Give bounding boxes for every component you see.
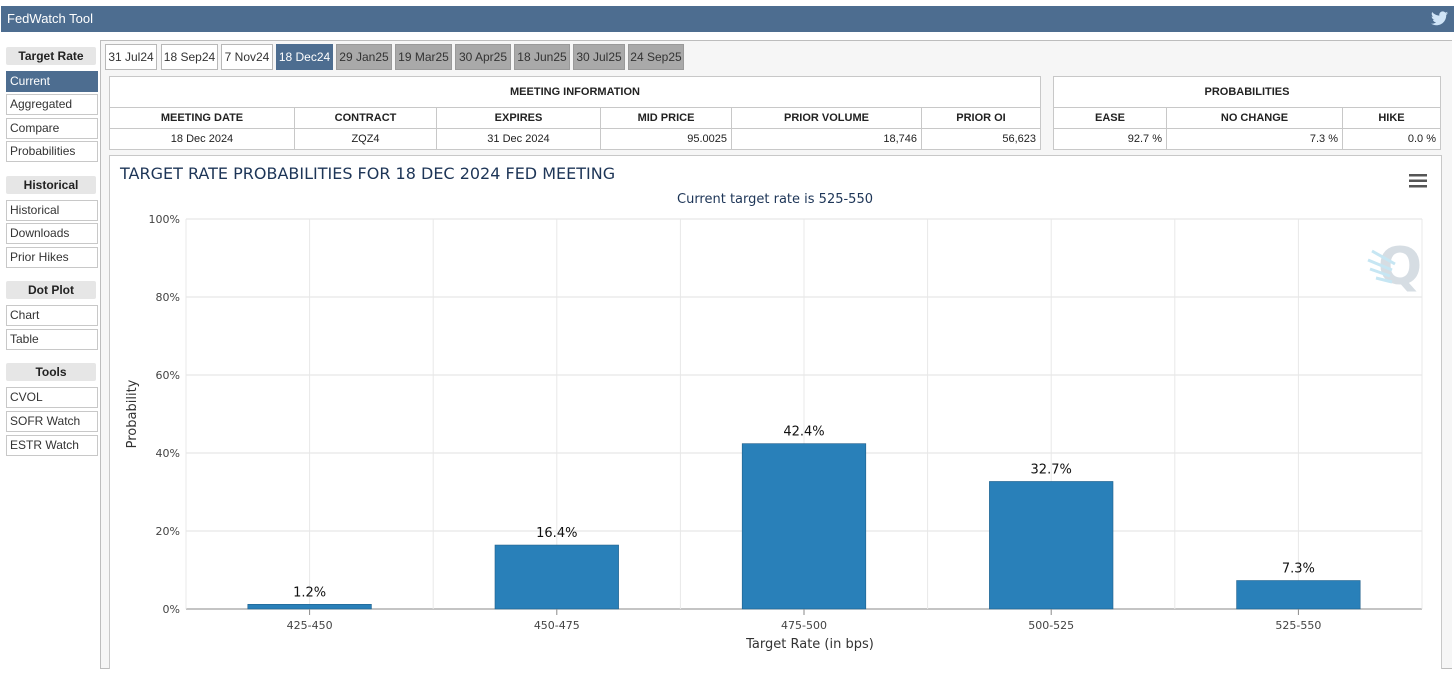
meeting-info-table: MEETING INFORMATION MEETING DATE CONTRAC…	[109, 76, 1041, 150]
q-logo-icon: Q	[1367, 237, 1422, 297]
app-header: FedWatch Tool	[1, 6, 1454, 32]
sidebar-item-downloads[interactable]: Downloads	[6, 223, 98, 244]
value-expires: 31 Dec 2024	[436, 128, 601, 150]
x-tick-label: 500-525	[1028, 619, 1074, 632]
data-label: 16.4%	[536, 526, 577, 541]
chart-container: TARGET RATE PROBABILITIES FOR 18 DEC 202…	[109, 155, 1442, 669]
tab-24-sep25[interactable]: 24 Sep25	[628, 44, 684, 70]
chart-bars: 1.2% 16.4% 42.4% 32.7% 7.3%	[247, 425, 1361, 610]
tab-18-jun25[interactable]: 18 Jun25	[514, 44, 570, 70]
hamburger-menu-icon[interactable]	[1409, 174, 1427, 188]
value-prior-volume: 18,746	[731, 128, 922, 150]
sidebar-item-aggregated[interactable]: Aggregated	[6, 94, 98, 115]
sidebar-heading-target-rate: Target Rate	[6, 47, 96, 65]
header-mid-price: MID PRICE	[600, 107, 732, 129]
value-hike: 0.0 %	[1342, 128, 1441, 150]
tab-31-jul24[interactable]: 31 Jul24	[105, 44, 157, 70]
sidebar-item-estr-watch[interactable]: ESTR Watch	[6, 435, 98, 456]
probabilities-table: PROBABILITIES EASE NO CHANGE HIKE 92.7 %…	[1053, 76, 1441, 150]
header-hike: HIKE	[1342, 107, 1441, 129]
y-tick-label: 20%	[156, 525, 180, 538]
chart-subtitle: Current target rate is 525-550	[677, 192, 873, 207]
sidebar-item-current[interactable]: Current	[6, 71, 98, 92]
header-meeting-date: MEETING DATE	[109, 107, 295, 129]
app-title: FedWatch Tool	[7, 11, 93, 26]
y-axis-label: Probability	[125, 379, 140, 448]
sidebar: Target Rate Current Aggregated Compare P…	[0, 36, 100, 669]
sidebar-heading-historical: Historical	[6, 176, 96, 194]
value-prior-oi: 56,623	[921, 128, 1041, 150]
value-no-change: 7.3 %	[1166, 128, 1343, 150]
header-prior-oi: PRIOR OI	[921, 107, 1041, 129]
sidebar-item-table[interactable]: Table	[6, 329, 98, 350]
tab-18-dec24[interactable]: 18 Dec24	[276, 44, 333, 70]
x-axis-label: Target Rate (in bps)	[745, 637, 874, 652]
x-tick-label: 425-450	[287, 619, 333, 632]
tab-30-apr25[interactable]: 30 Apr25	[455, 44, 511, 70]
probability-chart: TARGET RATE PROBABILITIES FOR 18 DEC 202…	[119, 164, 1427, 652]
data-label: 42.4%	[783, 425, 824, 440]
x-tick-label: 450-475	[534, 619, 580, 632]
header-ease: EASE	[1053, 107, 1167, 129]
y-tick-label: 80%	[156, 291, 180, 304]
x-tick-label: 475-500	[781, 619, 827, 632]
tab-18-sep24[interactable]: 18 Sep24	[161, 44, 218, 70]
twitter-icon[interactable]	[1431, 11, 1448, 26]
meeting-info-caption: MEETING INFORMATION	[109, 76, 1041, 108]
y-tick-label: 60%	[156, 369, 180, 382]
data-label: 1.2%	[293, 585, 326, 600]
y-tick-label: 40%	[156, 447, 180, 460]
chart-title: TARGET RATE PROBABILITIES FOR 18 DEC 202…	[119, 164, 615, 183]
sidebar-item-sofr-watch[interactable]: SOFR Watch	[6, 411, 98, 432]
header-contract: CONTRACT	[294, 107, 437, 129]
title-bar: FedWatch Tool	[0, 0, 1456, 36]
sidebar-item-historical[interactable]: Historical	[6, 200, 98, 221]
sidebar-item-prior-hikes[interactable]: Prior Hikes	[6, 247, 98, 268]
bar-475-500[interactable]	[741, 443, 867, 610]
sidebar-heading-dot-plot: Dot Plot	[6, 281, 96, 299]
x-axis: 425-450 450-475 475-500 500-525 525-550	[287, 609, 1321, 632]
bar-500-525[interactable]	[989, 481, 1114, 610]
bar-525-550[interactable]	[1236, 580, 1361, 610]
x-tick-label: 525-550	[1275, 619, 1321, 632]
y-tick-label: 0%	[163, 603, 180, 616]
sidebar-item-compare[interactable]: Compare	[6, 118, 98, 139]
probabilities-caption: PROBABILITIES	[1053, 76, 1441, 108]
tab-30-jul25[interactable]: 30 Jul25	[573, 44, 625, 70]
data-label: 7.3%	[1282, 562, 1315, 577]
bar-450-475[interactable]	[494, 544, 619, 610]
value-mid-price: 95.0025	[600, 128, 732, 150]
value-ease: 92.7 %	[1053, 128, 1167, 150]
tab-29-jan25[interactable]: 29 Jan25	[336, 44, 392, 70]
header-no-change: NO CHANGE	[1166, 107, 1343, 129]
tab-7-nov24[interactable]: 7 Nov24	[221, 44, 273, 70]
data-label: 32.7%	[1031, 462, 1072, 477]
value-meeting-date: 18 Dec 2024	[109, 128, 295, 150]
bar-425-450[interactable]	[247, 604, 372, 610]
header-prior-volume: PRIOR VOLUME	[731, 107, 922, 129]
sidebar-item-probabilities[interactable]: Probabilities	[6, 141, 98, 162]
value-contract: ZQZ4	[294, 128, 437, 150]
sidebar-heading-tools: Tools	[6, 363, 96, 381]
tab-19-mar25[interactable]: 19 Mar25	[395, 44, 452, 70]
header-expires: EXPIRES	[436, 107, 601, 129]
y-tick-label: 100%	[149, 213, 180, 226]
sidebar-item-chart[interactable]: Chart	[6, 305, 98, 326]
sidebar-item-cvol[interactable]: CVOL	[6, 387, 98, 408]
y-axis: 0% 20% 40% 60% 80% 100%	[149, 213, 180, 616]
